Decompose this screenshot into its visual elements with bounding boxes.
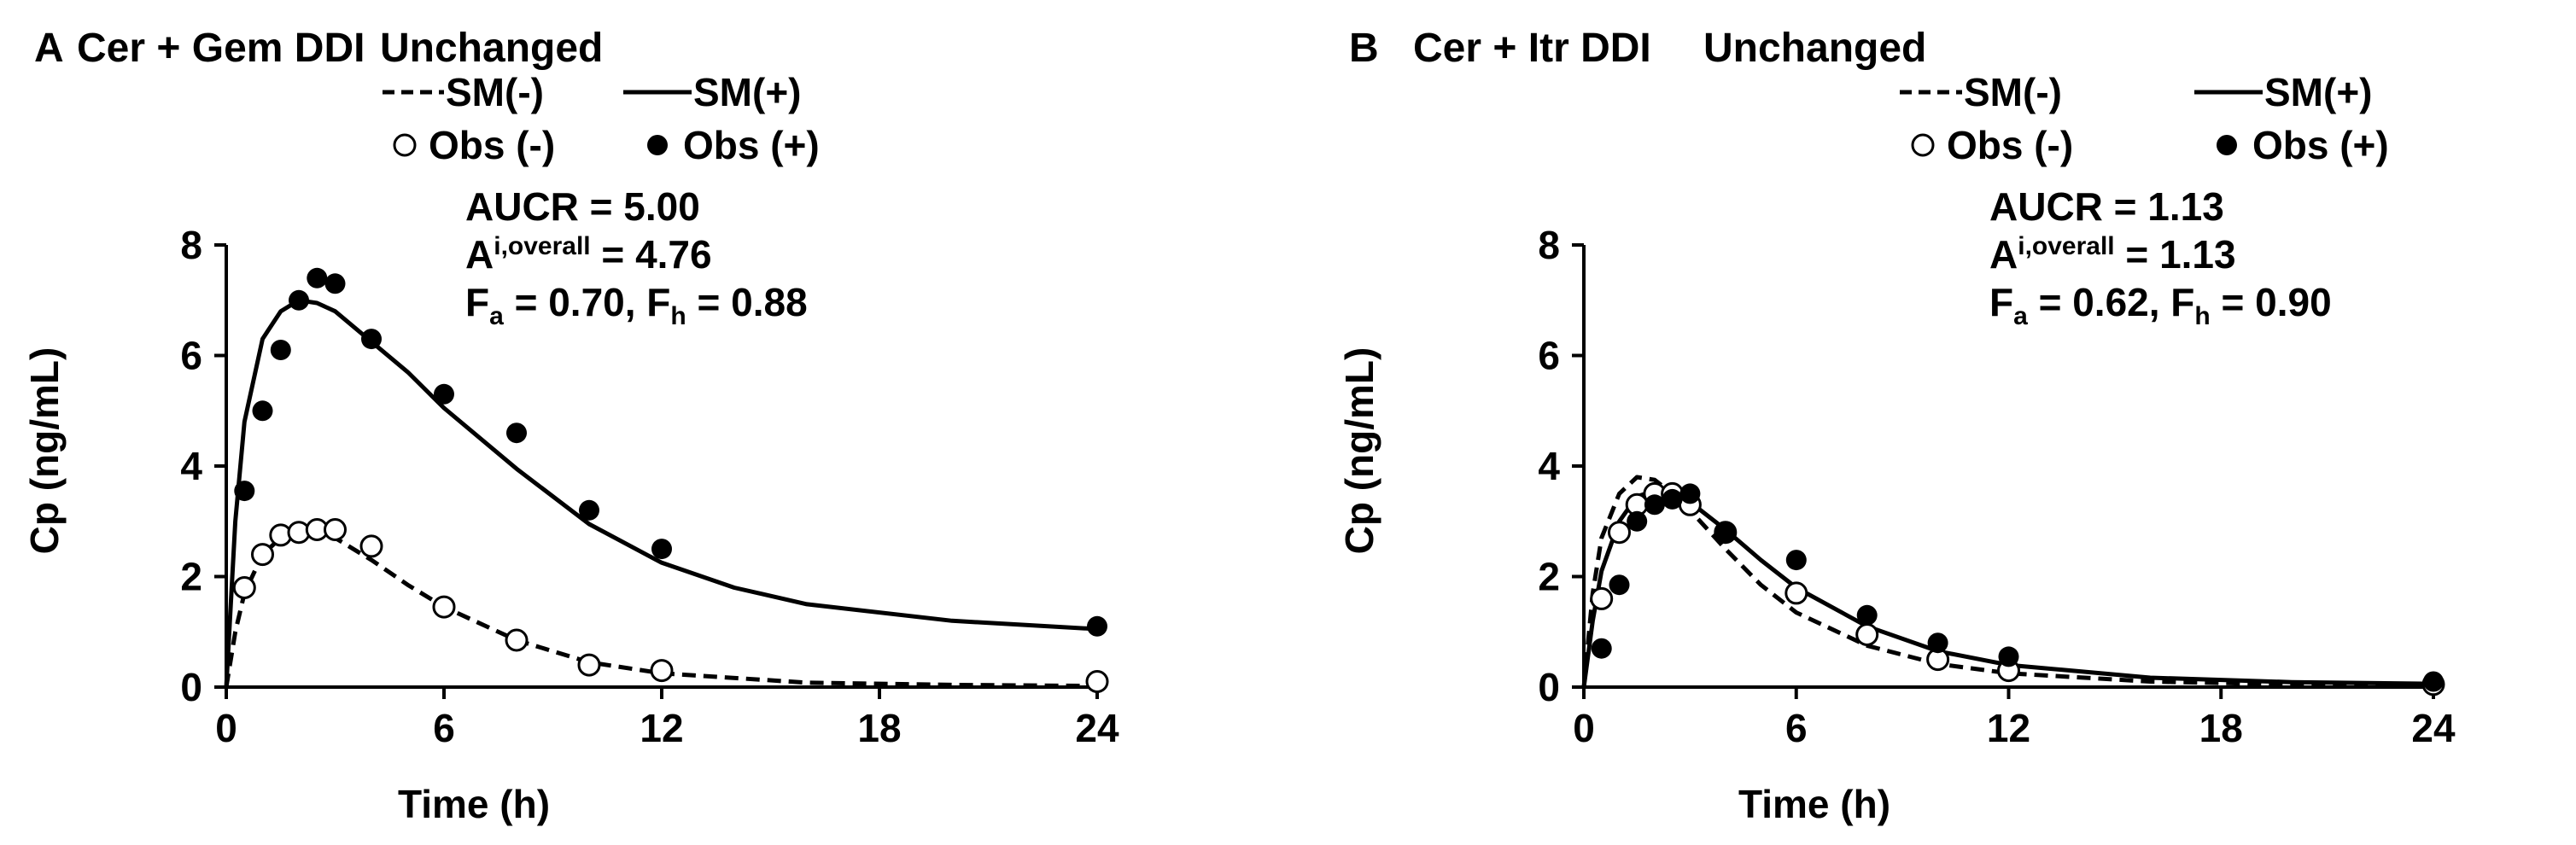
- legend-b-smplus-label: SM(+): [2264, 70, 2373, 114]
- panel-b-x-tick-label: 12: [1987, 706, 2030, 750]
- panel-a-obs-plus-point: [1087, 615, 1107, 637]
- panel-b-fa-fh: Fa = 0.62, Fh = 0.90: [1989, 280, 2332, 330]
- panel-b-y-tick-label: 6: [1538, 334, 1560, 378]
- panel-a-ai-overall: Ai,overall = 4.76: [465, 232, 712, 277]
- panel-b-x-tick-label: 0: [1573, 706, 1595, 750]
- panel-a-obs-minus-point: [232, 576, 256, 599]
- panel-a-x-tick-label: 0: [215, 706, 237, 750]
- panel-a-obs-plus-point: [434, 383, 454, 405]
- panel-b-obs-plus-point: [1679, 483, 1701, 504]
- panel-a-obs-plus-point: [270, 340, 291, 360]
- panel-a-y-tick-label: 4: [180, 444, 202, 488]
- panel-a-obs-plus-point: [252, 400, 273, 422]
- panel-b-x-tick-label: 18: [2199, 706, 2243, 750]
- panel-b-obs-minus-point: [1590, 586, 1614, 610]
- panel-b-title: Cer + Itr DDI: [1413, 26, 1651, 71]
- panel-b-obs-plus-point: [1609, 574, 1630, 596]
- panel-b-letter: B: [1349, 26, 1379, 71]
- legend-b-obsplus-label: Obs (+): [2252, 123, 2389, 167]
- panel-a-subtitle: Unchanged: [380, 26, 603, 71]
- panel-b-obs-minus-point: [1608, 521, 1631, 545]
- panel-b-y-tick-label: 0: [1538, 665, 1560, 709]
- panel-a-x-tick-label: 12: [640, 706, 683, 750]
- panel-a-obs-plus-point: [234, 481, 255, 502]
- panel-a-obs-plus-point: [651, 539, 672, 560]
- panel-b-y-tick-label: 8: [1538, 223, 1560, 267]
- panel-b-legend: SM(-) SM(+) Obs (-) Obs (+): [1900, 70, 2389, 167]
- legend-a-smminus-label: SM(-): [446, 70, 544, 114]
- panel-b-obs-plus-point: [1856, 604, 1878, 626]
- panel-b-obs-plus-point: [1927, 632, 1948, 654]
- panel-a-obs-plus-point: [579, 499, 599, 521]
- legend-a-obsplus-label: Obs (+): [683, 123, 820, 167]
- panel-b-obs-plus-point: [1591, 638, 1612, 659]
- panel-a-obs-minus-point: [359, 534, 383, 558]
- panel-a-obs-minus-point: [505, 628, 529, 652]
- panel-a-ylabel: Cp (ng/mL): [22, 347, 67, 555]
- panel-b-obs-plus-point: [1998, 646, 2019, 667]
- panel-b-y-tick-label: 2: [1538, 555, 1560, 599]
- legend-a-obsminus-marker: [393, 133, 417, 157]
- panel-b-x-tick-label: 6: [1785, 706, 1808, 750]
- legend-a-smplus-label: SM(+): [693, 70, 802, 114]
- panel-a-x-tick-label: 6: [433, 706, 455, 750]
- panel-a-obs-minus-point: [251, 543, 274, 567]
- panel-b: B Cer + Itr DDI Unchanged SM(-) SM(+) Ob…: [1337, 26, 2456, 826]
- panel-a-obs-minus-point: [650, 659, 674, 683]
- panel-a-obs-plus-point: [289, 289, 309, 311]
- legend-a-obsplus-marker: [647, 135, 668, 155]
- legend-a-obsminus-label: Obs (-): [429, 123, 555, 167]
- panel-a-obs-plus-point: [506, 422, 527, 444]
- panel-b-sm-minus-line: [1581, 475, 2434, 688]
- panel-a-y-tick-label: 0: [180, 665, 202, 709]
- panel-b-obs-plus-point: [2423, 671, 2444, 692]
- panel-a-obs-plus-point: [324, 273, 346, 294]
- panel-b-xlabel: Time (h): [1738, 782, 1890, 826]
- panel-b-aucr: AUCR = 1.13: [1989, 184, 2224, 229]
- panel-a-obs-minus-point: [577, 653, 601, 677]
- panel-a-obs-plus-point: [307, 267, 328, 288]
- panel-a-x-tick-label: 18: [857, 706, 901, 750]
- panel-a-obs-minus-point: [432, 595, 456, 619]
- panel-b-obs-plus-point: [1627, 510, 1648, 532]
- panel-a-aucr: AUCR = 5.00: [465, 184, 700, 229]
- panel-b-ai-overall: Ai,overall = 1.13: [1989, 232, 2236, 277]
- panel-a-y-tick-label: 8: [180, 223, 202, 267]
- panel-a: A Cer + Gem DDI Unchanged SM(-) SM(+) Ob…: [22, 26, 1119, 826]
- panel-a-xlabel: Time (h): [398, 782, 550, 826]
- panel-a-obs-minus-point: [324, 518, 347, 541]
- panel-a-obs-minus-point: [1085, 670, 1109, 693]
- panel-b-subtitle: Unchanged: [1703, 26, 1926, 71]
- panel-b-obs-minus-point: [1785, 581, 1808, 605]
- panel-b-y-tick-label: 4: [1538, 444, 1560, 488]
- panel-a-fa-fh: Fa = 0.70, Fh = 0.88: [465, 280, 808, 330]
- panel-b-obs-plus-point: [1644, 494, 1665, 516]
- panel-a-obs-plus-point: [361, 329, 382, 350]
- panel-a-y-tick-label: 6: [180, 334, 202, 378]
- panel-b-x-tick-label: 24: [2411, 706, 2456, 750]
- panel-b-obs-plus-point: [1714, 522, 1736, 543]
- panel-a-y-tick-label: 2: [180, 555, 202, 599]
- panel-a-sm-plus-line: [224, 298, 1098, 688]
- panel-a-legend: SM(-) SM(+) Obs (-) Obs (+): [383, 70, 820, 167]
- legend-b-obsminus-label: Obs (-): [1947, 123, 2073, 167]
- panel-a-sm-minus-line: [224, 530, 1098, 689]
- legend-b-obsplus-marker: [2217, 135, 2237, 155]
- panel-b-obs-minus-point: [1855, 623, 1879, 646]
- legend-b-obsminus-marker: [1911, 133, 1935, 157]
- panel-b-ylabel: Cp (ng/mL): [1337, 347, 1381, 555]
- panel-b-obs-plus-point: [1662, 488, 1683, 510]
- panel-a-x-tick-label: 24: [1075, 706, 1119, 750]
- panel-a-letter: A: [34, 26, 64, 71]
- legend-b-smminus-label: SM(-): [1964, 70, 2062, 114]
- panel-a-title: Cer + Gem DDI: [77, 26, 365, 71]
- panel-b-obs-plus-point: [1785, 550, 1807, 571]
